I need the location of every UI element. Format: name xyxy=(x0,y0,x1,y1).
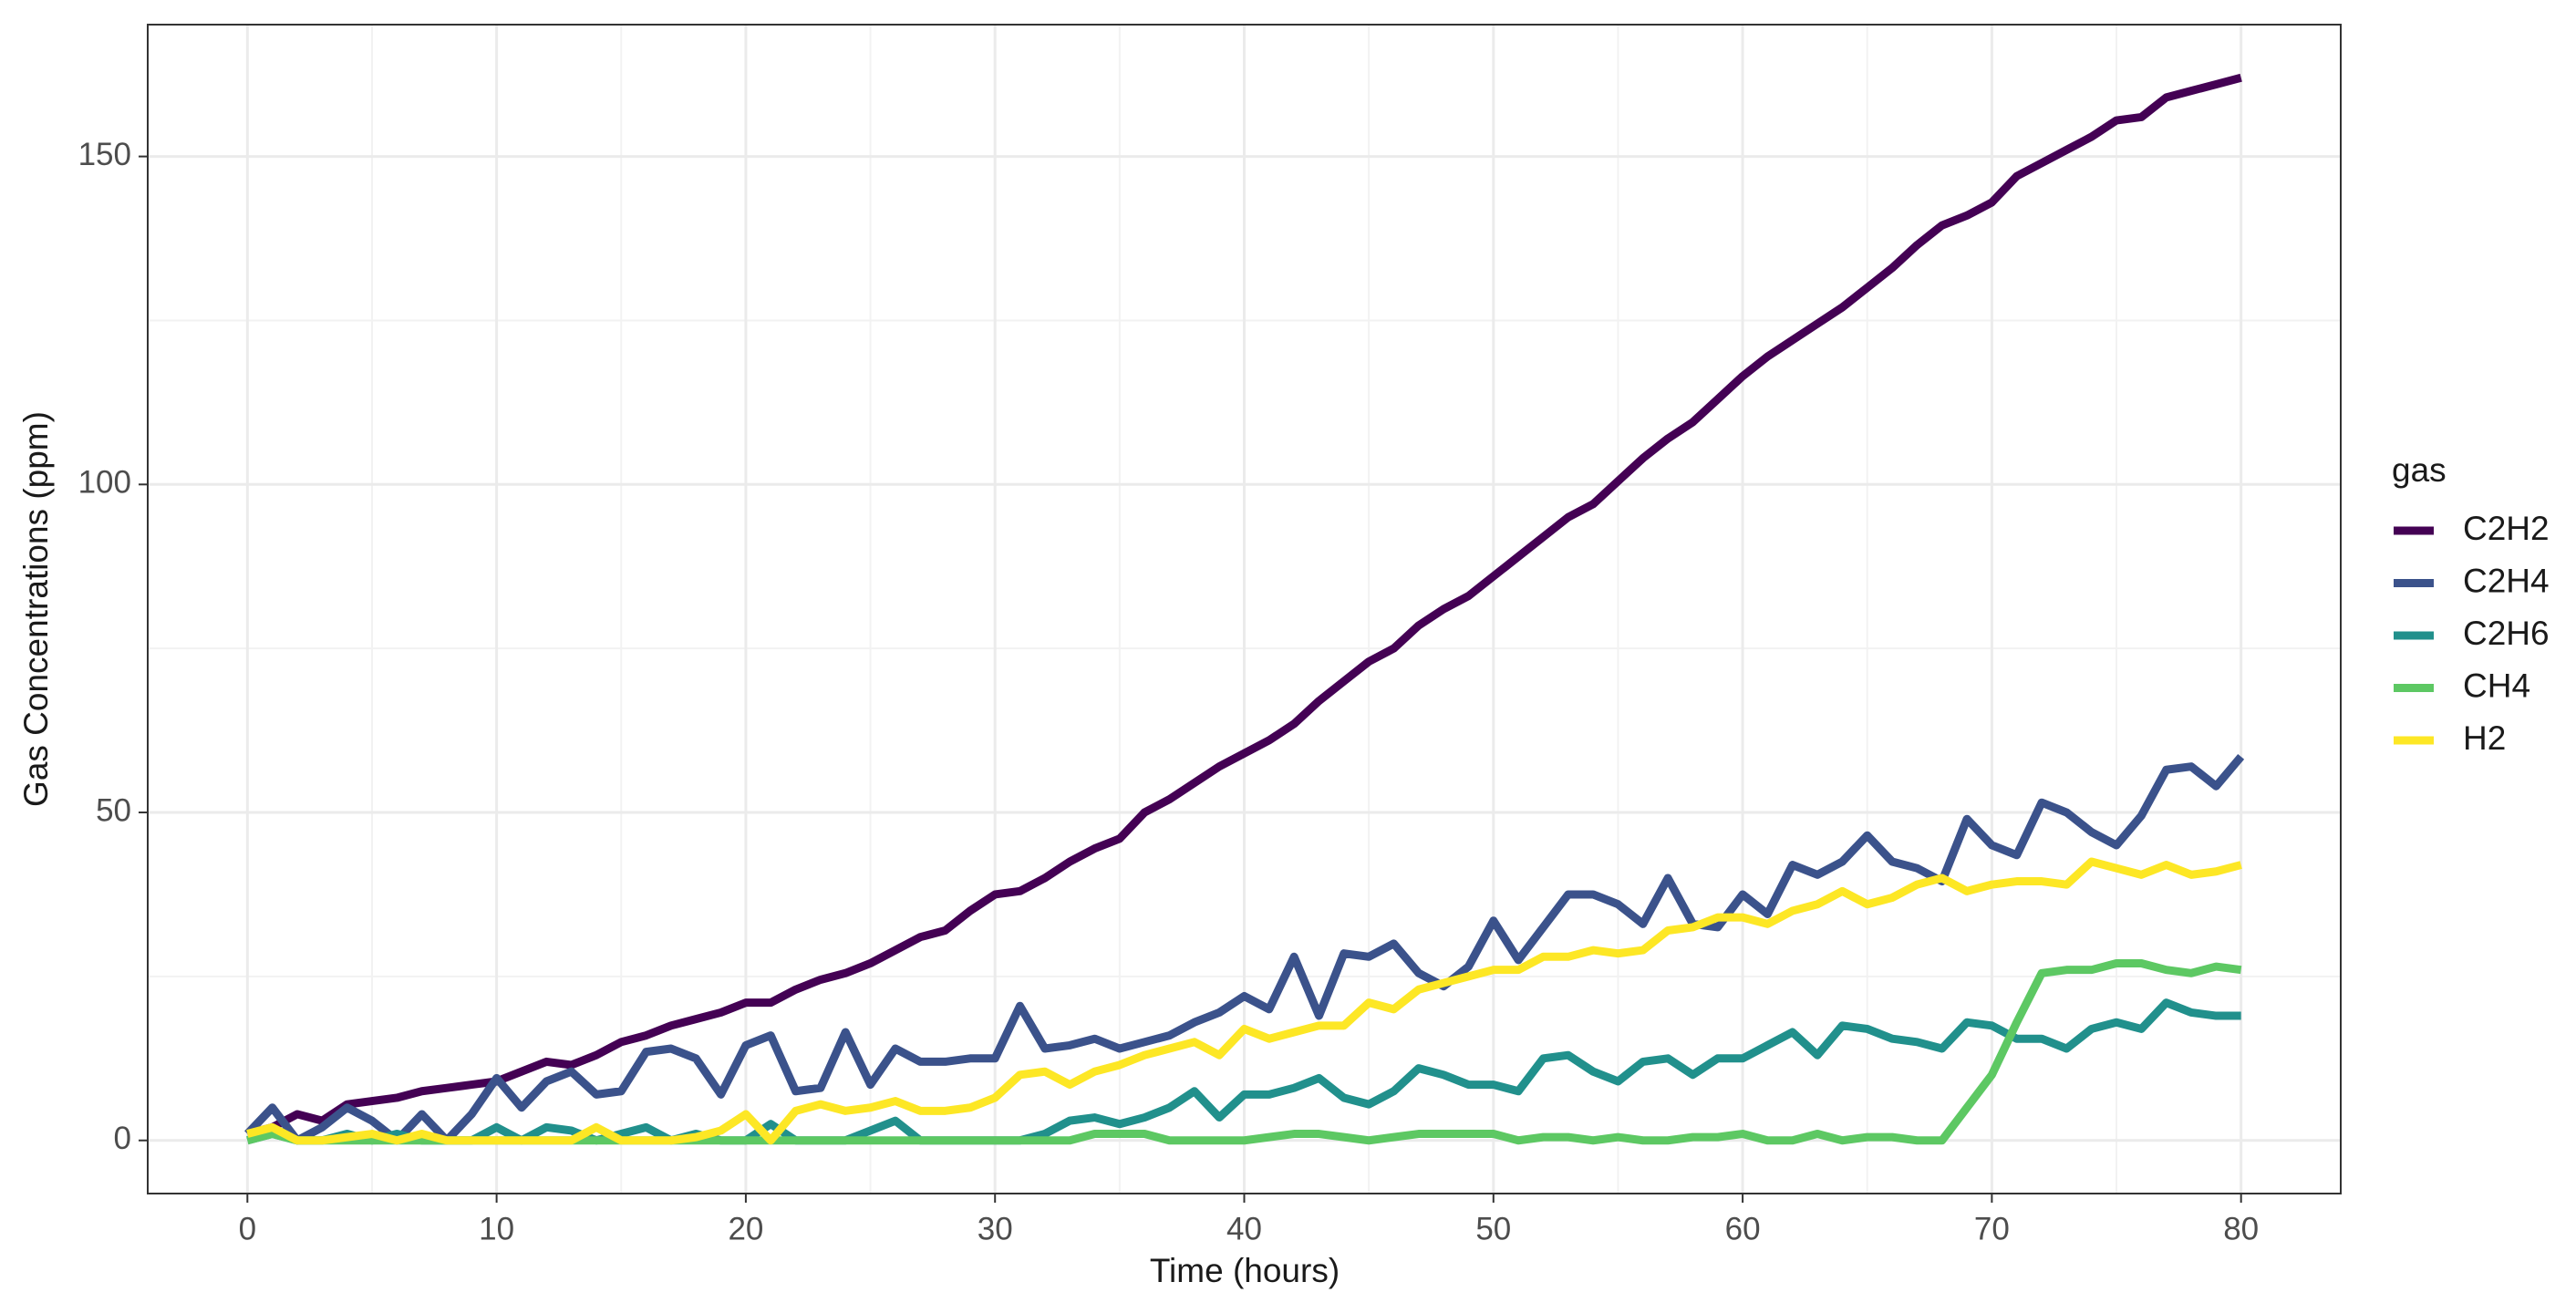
x-tick-label: 80 xyxy=(2223,1211,2259,1246)
x-tick-label: 20 xyxy=(728,1211,763,1246)
legend-label: C2H2 xyxy=(2463,510,2550,547)
x-tick-label: 50 xyxy=(1475,1211,1511,1246)
y-tick-label: 50 xyxy=(96,792,131,828)
x-tick-label: 60 xyxy=(1725,1211,1761,1246)
plot-border xyxy=(147,24,2342,1194)
series-line xyxy=(246,857,2242,1145)
legend-label: CH4 xyxy=(2463,667,2530,704)
series-line xyxy=(244,753,2245,1145)
y-axis-title: Gas Concentrations (ppm) xyxy=(17,411,55,807)
y-tick-label: 0 xyxy=(114,1121,131,1156)
x-tick-label: 30 xyxy=(978,1211,1013,1246)
x-tick-label: 0 xyxy=(239,1211,256,1246)
legend-label: H2 xyxy=(2463,719,2506,757)
x-tick-label: 40 xyxy=(1226,1211,1262,1246)
legend-label: C2H4 xyxy=(2463,562,2550,599)
y-tick-label: 150 xyxy=(78,137,131,172)
x-axis-title: Time (hours) xyxy=(1150,1252,1340,1289)
y-tick-label: 100 xyxy=(78,465,131,501)
legend-label: C2H6 xyxy=(2463,615,2550,652)
x-tick-label: 70 xyxy=(1974,1211,2010,1246)
series-line xyxy=(246,73,2242,1138)
legend-title: gas xyxy=(2392,451,2447,489)
x-tick-label: 10 xyxy=(479,1211,514,1246)
